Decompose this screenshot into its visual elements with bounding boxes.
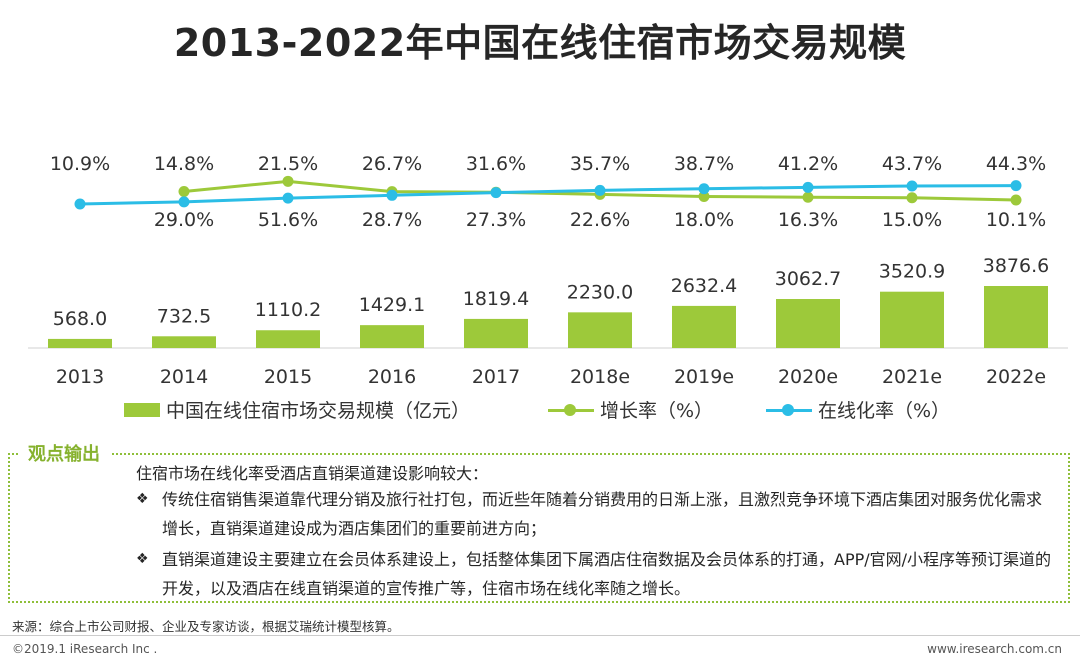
online-rate-point [178,196,190,208]
bar-value-label: 1110.2 [255,299,321,321]
legend: 中国在线住宿市场交易规模（亿元） 增长率（%） 在线化率（%） [0,396,1080,426]
legend-online-label: 在线化率（%） [818,400,951,422]
growth-rate-label: 10.1% [986,209,1046,231]
online-rate-line [79,184,1017,206]
x-tick-label: 2022e [986,366,1046,388]
growth-rate-label: 15.0% [882,209,942,231]
viewpoint-bullet: ❖ 直销渠道建设主要建立在会员体系建设上，包括整体集团下属酒店住宿数据及会员体系… [136,545,1056,603]
bar-value-label: 3876.6 [983,255,1049,277]
website-link[interactable]: www.iresearch.com.cn [927,642,1062,656]
online-rate-label: 21.5% [258,153,318,175]
growth-rate-label: 29.0% [154,209,214,231]
online-rate-point [594,184,606,196]
online-rate-label: 14.8% [154,153,214,175]
growth-rate-label: 28.7% [362,209,422,231]
growth-rate-point [906,192,918,204]
bullet-mark: ❖ [136,551,149,567]
legend-bar-label: 中国在线住宿市场交易规模（亿元） [166,400,471,422]
growth-rate-point [698,190,710,202]
legend-item-growth: 增长率（%） [548,396,713,423]
bar [152,336,216,348]
online-rate-point [802,181,814,193]
growth-rate-label: 51.6% [258,209,318,231]
growth-rate-point [802,191,814,203]
x-tick-label: 2020e [778,366,838,388]
legend-online-swatch [766,403,812,417]
bar-value-label: 2632.4 [671,275,737,297]
chart: 568.0 2013 732.5 2014 1110.2 2015 1429.1 2016 18… [28,153,1068,388]
bar [568,312,632,348]
online-rate-label: 38.7% [674,153,734,175]
legend-item-bar: 中国在线住宿市场交易规模（亿元） [124,396,470,423]
bar-value-label: 568.0 [53,308,107,330]
online-rate-label: 44.3% [986,153,1046,175]
x-tick-label: 2013 [56,366,104,388]
viewpoint-intro: 住宿市场在线化率受酒店直销渠道建设影响较大： [136,464,489,483]
bar-value-label: 1429.1 [359,294,425,316]
online-rate-point [1010,180,1022,192]
viewpoint-bullet: ❖ 传统住宿销售渠道靠代理分销及旅行社打包，而近些年随着分销费用的日渐上涨，且激… [136,485,1056,543]
growth-rate-label: 22.6% [570,209,630,231]
x-tick-label: 2021e [882,366,942,388]
copyright: ©2019.1 iResearch Inc . [12,642,158,656]
legend-growth-swatch [548,403,594,417]
online-rate-label: 35.7% [570,153,630,175]
bar [776,299,840,348]
growth-rate-label: 16.3% [778,209,838,231]
bar-value-label: 3062.7 [775,268,841,290]
bullet-mark: ❖ [136,491,149,507]
growth-rate-point [282,175,294,187]
legend-bar-swatch [124,402,160,417]
online-rate-label: 41.2% [778,153,838,175]
growth-rate-label: 27.3% [466,209,526,231]
x-tick-label: 2015 [264,366,312,388]
bullet-text: 直销渠道建设主要建立在会员体系建设上，包括整体集团下属酒店住宿数据及会员体系的打… [162,550,1052,598]
bar [360,325,424,348]
footer-divider [0,635,1080,636]
x-tick-label: 2018e [570,366,630,388]
online-rate-point [282,192,294,204]
online-rate-point [698,183,710,195]
online-rate-label: 26.7% [362,153,422,175]
x-tick-label: 2016 [368,366,416,388]
bar [256,330,320,348]
bar-value-label: 1819.4 [463,288,529,310]
legend-item-online: 在线化率（%） [766,396,950,423]
source-note: 来源：综合上市公司财报、企业及专家访谈，根据艾瑞统计模型核算。 [12,619,400,634]
growth-rate-label: 18.0% [674,209,734,231]
growth-rate-point [1010,194,1022,206]
bar [464,318,528,348]
x-tick-label: 2017 [472,366,520,388]
x-tick-label: 2014 [160,366,208,388]
bar-value-label: 732.5 [157,305,211,327]
online-rate-label: 10.9% [50,153,110,175]
online-rate-label: 43.7% [882,153,942,175]
bar [984,286,1048,348]
bullet-text: 传统住宿销售渠道靠代理分销及旅行社打包，而近些年随着分销费用的日渐上涨，且激烈竞… [162,490,1043,538]
chart-title: 2013-2022年中国在线住宿市场交易规模 [173,21,907,65]
online-rate-point [906,180,918,192]
x-tick-label: 2019e [674,366,734,388]
online-rate-point [386,189,398,201]
online-rate-point [490,187,502,199]
bar-value-label: 2230.0 [567,281,633,303]
bar [672,305,736,348]
viewpoint-box [8,453,1070,603]
online-rate-point [74,198,86,210]
bar [48,338,112,348]
online-rate-label: 31.6% [466,153,526,175]
viewpoint-tag: 观点输出 [18,440,110,466]
growth-rate-point [178,185,190,197]
bar [880,291,944,348]
legend-growth-label: 增长率（%） [600,400,714,422]
bar-value-label: 3520.9 [879,261,945,283]
